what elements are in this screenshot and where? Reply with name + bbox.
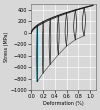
Polygon shape — [36, 25, 38, 82]
X-axis label: Deformation (%): Deformation (%) — [43, 101, 84, 106]
Y-axis label: Stress (MPa): Stress (MPa) — [4, 32, 9, 62]
